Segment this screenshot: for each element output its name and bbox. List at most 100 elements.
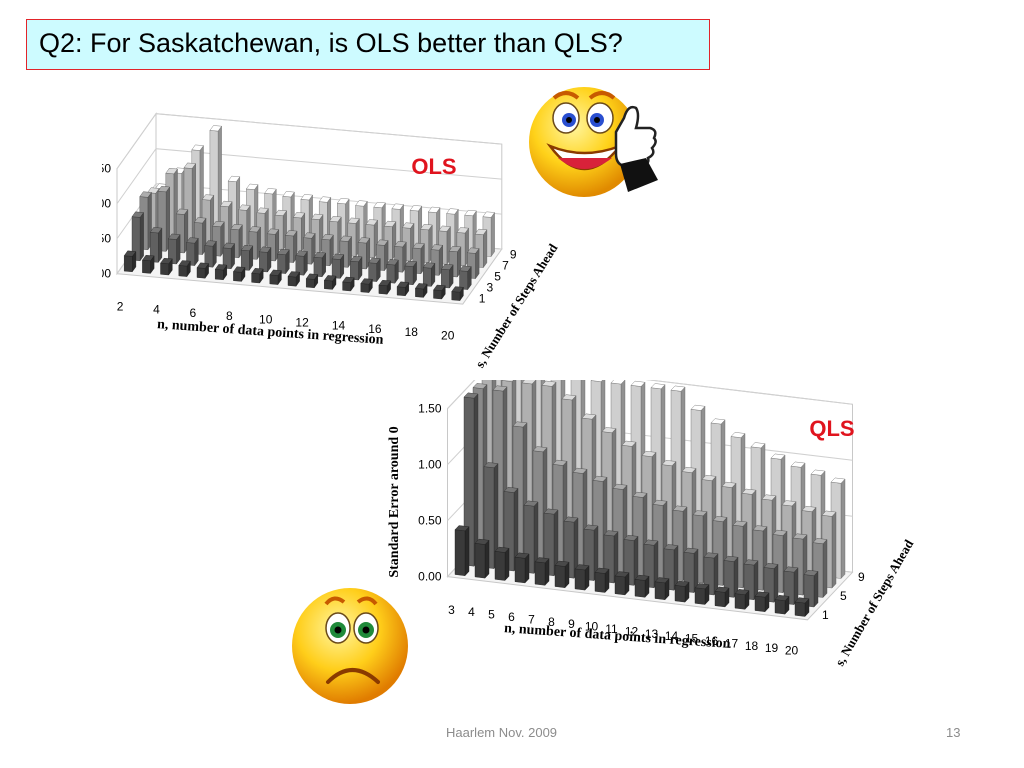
bar-s3-n2 (131, 211, 144, 262)
x-tick-label: 4 (468, 605, 475, 619)
bar-s1-n9 (574, 564, 590, 591)
y-tick-label: 9 (510, 248, 517, 262)
y-tick-label: 1 (479, 292, 486, 306)
chart-title: QLS (809, 416, 854, 441)
z-tick-label: 1.00 (418, 458, 442, 472)
bar-s1-n2 (123, 250, 137, 273)
z-tick-label: 0.00 (418, 570, 442, 584)
bar-s1-n10 (594, 567, 610, 593)
bar-s1-n18 (415, 283, 428, 299)
bar-s1-n7 (214, 264, 228, 281)
bar-s3-n7 (222, 242, 235, 270)
bar-s1-n20 (794, 597, 810, 617)
bar-s5-n10 (284, 230, 298, 264)
x-tick-label: 18 (405, 325, 419, 339)
gridline (447, 380, 853, 409)
bar-s3-n11 (295, 250, 308, 276)
x-tick-label: 10 (259, 312, 273, 326)
bar-s3-n5 (503, 486, 519, 572)
bar-s1-n4 (474, 538, 490, 579)
page-number: 13 (946, 725, 961, 740)
bar-s3-n16 (723, 555, 739, 598)
bar-s1-n9 (251, 268, 264, 284)
x-tick-label: 14 (332, 319, 346, 333)
qls-chart: 0.00 0.50 1.00 1.50 3 4 5 6 7 8 9 10 11 12 13 14 15 16 17 1… (380, 380, 920, 690)
bar-s1-n17 (396, 281, 410, 297)
x-tick-label: 6 (508, 610, 515, 624)
bar-s1-n15 (694, 583, 710, 605)
bar-s3-n16 (386, 259, 399, 284)
x-tick-label: 15 (685, 632, 699, 646)
x-tick-label: 16 (368, 322, 382, 336)
bar-s3-n15 (703, 552, 719, 596)
gridline (116, 113, 502, 169)
z-tick-label: 1.00 (102, 197, 111, 211)
gridline (116, 183, 502, 239)
x-tick-label: 11 (605, 622, 618, 636)
bar-s3-n6 (523, 500, 539, 574)
bar-s3-n10 (277, 248, 290, 275)
bar-s1-n12 (305, 273, 319, 289)
z-tick-label: 0.00 (102, 267, 111, 281)
x-tick-label: 14 (665, 629, 679, 643)
x-tick-label: 8 (226, 309, 233, 323)
bar-s1-n13 (654, 577, 670, 601)
sad-smiley-icon (288, 582, 412, 711)
bar-s3-n20 (459, 265, 472, 291)
bar-s3-n8 (240, 244, 254, 272)
bar-s3-n13 (331, 253, 345, 280)
x-tick-label: 2 (117, 300, 124, 314)
x-tick-label: 9 (568, 617, 575, 631)
bar-s1-n5 (494, 546, 510, 581)
z-tick-label: 0.50 (418, 514, 442, 528)
bar-s1-n18 (754, 591, 770, 613)
ols-chart: 0.000.501.001.50246810121416182013579Sta… (102, 86, 562, 376)
gridline (116, 148, 502, 204)
footer-text: Haarlem Nov. 2009 (446, 725, 558, 740)
x-tick-label: 20 (441, 328, 455, 342)
bar-s3-n18 (422, 262, 436, 288)
bar-s1-n16 (714, 586, 730, 608)
x-tick-label: 7 (528, 612, 535, 626)
bar-s3-n6 (204, 240, 217, 268)
bar-s1-n7 (534, 557, 550, 586)
x-tick-label: 19 (765, 641, 779, 655)
y-tick-label: 1 (822, 608, 829, 622)
bar-s1-n19 (433, 284, 446, 300)
bar-s5-n19 (448, 245, 462, 278)
bar-s3-n5 (186, 237, 199, 267)
bar-s3-n19 (440, 263, 454, 289)
ols-chart-svg: 0.000.501.001.50246810121416182013579Sta… (102, 112, 561, 370)
bar-s1-n5 (178, 260, 191, 278)
bar-s3-n15 (368, 257, 381, 283)
bar-s1-n19 (774, 594, 790, 615)
slide-title-box: Q2: For Saskatchewan, is OLS better than… (26, 19, 710, 70)
bar-s3-n3 (149, 227, 163, 264)
bar-s1-n6 (196, 262, 209, 279)
bar-s1-n12 (634, 574, 650, 598)
x-tick-label: 4 (153, 303, 160, 317)
bar-s1-n14 (342, 276, 355, 292)
y-tick-label: 9 (858, 570, 865, 584)
bar-s1-n16 (378, 279, 391, 295)
bar-s1-n14 (674, 580, 690, 603)
bar-s1-n11 (287, 271, 300, 287)
bar-s3-n4 (167, 233, 181, 265)
bar-s3-n9 (258, 246, 272, 273)
x-tick-label: 5 (488, 608, 495, 622)
bar-s1-n11 (614, 571, 630, 596)
bar-s1-n3 (454, 525, 470, 577)
x-tick-label: 12 (295, 316, 309, 330)
z-axis-title: Standard Error around 0 (387, 426, 402, 577)
x-tick-label: 18 (745, 639, 759, 653)
y-tick-label: 5 (840, 589, 847, 603)
bar-s1-n8 (233, 266, 246, 283)
x-tick-label: 8 (548, 615, 555, 629)
x-tick-label: 3 (448, 603, 455, 617)
x-tick-label: 10 (585, 620, 599, 634)
bar-s1-n15 (360, 278, 373, 294)
bar-s1-n6 (514, 552, 530, 584)
x-tick-label: 16 (705, 634, 719, 648)
z-tick-label: 1.50 (102, 162, 111, 176)
bar-s1-n10 (269, 269, 282, 286)
